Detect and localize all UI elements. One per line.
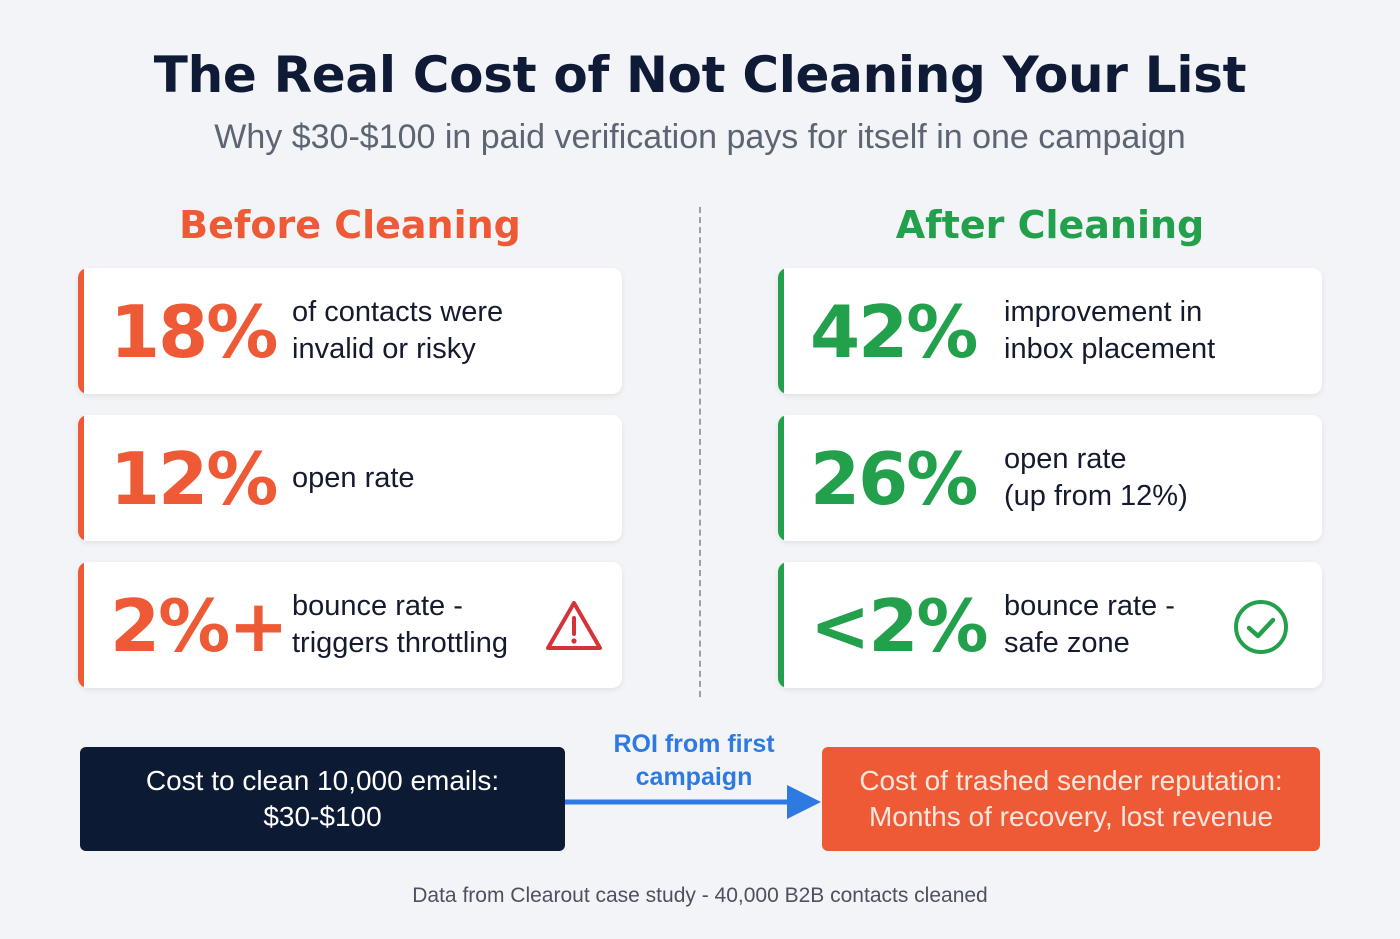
stat-value: 18% bbox=[110, 290, 278, 374]
stat-card-invalid-contacts: 18% of contacts were invalid or risky bbox=[78, 268, 622, 394]
stat-value: 12% bbox=[110, 437, 278, 521]
page-subtitle: Why $30-$100 in paid verification pays f… bbox=[214, 118, 1186, 156]
column-divider bbox=[699, 207, 701, 697]
stat-value: <2% bbox=[810, 584, 989, 668]
source-footnote: Data from Clearout case study - 40,000 B… bbox=[412, 884, 988, 907]
stat-card-bounce-rate-before: 2%+ bounce rate - triggers throttling bbox=[78, 562, 622, 688]
check-circle-icon bbox=[1232, 598, 1290, 661]
stat-description: bounce rate - safe zone bbox=[1004, 590, 1175, 659]
stat-description: open rate (up from 12%) bbox=[1004, 443, 1188, 512]
roi-label: ROI from first campaign bbox=[613, 730, 775, 791]
stat-description: improvement in inbox placement bbox=[1004, 296, 1216, 365]
after-cleaning-heading: After Cleaning bbox=[895, 203, 1205, 247]
stat-value: 42% bbox=[810, 290, 978, 374]
arrow-right-icon bbox=[565, 782, 823, 827]
stat-description: of contacts were invalid or risky bbox=[292, 296, 504, 365]
stat-value: 26% bbox=[810, 437, 978, 521]
stat-description: open rate bbox=[292, 462, 415, 494]
cost-to-clean-box: Cost to clean 10,000 emails: $30-$100 bbox=[80, 747, 565, 851]
stat-card-open-rate-before: 12% open rate bbox=[78, 415, 622, 541]
reputation-cost-box: Cost of trashed sender reputation: Month… bbox=[822, 747, 1320, 851]
warning-triangle-icon bbox=[544, 598, 604, 659]
stat-value: 2%+ bbox=[110, 584, 289, 668]
before-cleaning-heading: Before Cleaning bbox=[179, 203, 521, 247]
stat-description: bounce rate - triggers throttling bbox=[292, 590, 508, 659]
page-title: The Real Cost of Not Cleaning Your List bbox=[153, 46, 1247, 104]
stat-card-bounce-rate-after: <2% bounce rate - safe zone bbox=[778, 562, 1322, 688]
stat-card-open-rate-after: 26% open rate (up from 12%) bbox=[778, 415, 1322, 541]
stat-card-inbox-placement: 42% improvement in inbox placement bbox=[778, 268, 1322, 394]
